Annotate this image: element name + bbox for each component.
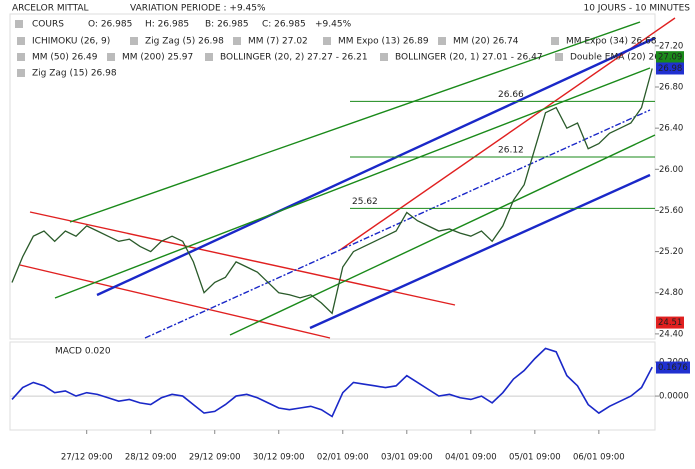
- x-tick-label: 05/01 09:00: [509, 453, 561, 463]
- y-tick-label: 25.60: [659, 206, 683, 216]
- x-tick-label: 29/12 09:00: [189, 453, 241, 463]
- x-tick-label: 03/01 09:00: [381, 453, 433, 463]
- level-label: 26.66: [498, 90, 524, 100]
- x-tick-label: 28/12 09:00: [125, 453, 177, 463]
- indicator-legend: MM Expo (13) 26.89: [338, 37, 429, 47]
- settings-icon: [551, 37, 559, 45]
- settings-icon: [380, 53, 388, 61]
- y-tick-label: 24.80: [659, 288, 683, 298]
- indicator-legend: MM (20) 26.74: [453, 37, 519, 47]
- price-tag-label: 27.09: [658, 53, 682, 63]
- indicator-legend: Zig Zag (15) 26.98: [32, 69, 117, 79]
- settings-icon: [555, 53, 563, 61]
- price-tag: [656, 51, 684, 64]
- level-label: 25.62: [352, 197, 378, 207]
- y-tick-label: 24.40: [659, 329, 683, 339]
- trend-line: [54, 67, 651, 299]
- price-tag-label: 24.51: [658, 318, 682, 328]
- period: 10 JOURS - 10 MINUTES: [583, 4, 690, 14]
- settings-icon: [15, 20, 23, 28]
- y-tick-label: 26.80: [659, 83, 683, 93]
- settings-icon: [233, 37, 241, 45]
- quote-field: COURS: [32, 20, 64, 30]
- indicator-legend: MM (50) 26.49: [32, 53, 98, 63]
- x-tick-label: 27/12 09:00: [61, 453, 113, 463]
- quote-field: B: 26.985: [205, 20, 249, 30]
- price-tag-label: 26.98: [658, 64, 682, 74]
- settings-icon: [17, 53, 25, 61]
- x-tick-label: 30/12 09:00: [253, 453, 305, 463]
- chart-title: ARCELOR MITTAL: [12, 4, 89, 14]
- settings-icon: [17, 69, 25, 77]
- macd-tag-label: 0.1676: [658, 363, 688, 373]
- macd-tag: [656, 361, 690, 374]
- subtitle: VARIATION PERIODE : +9.45%: [130, 4, 266, 14]
- trend-line: [144, 109, 651, 339]
- trend-line: [339, 17, 676, 251]
- indicator-legend: MM (7) 27.02: [248, 37, 308, 47]
- level-label: 26.12: [498, 145, 524, 155]
- y-tick-label: 25.20: [659, 247, 683, 257]
- quote-field: O: 26.985: [88, 20, 132, 30]
- indicator-legend: Zig Zag (5) 26.98: [145, 37, 224, 47]
- trend-line: [29, 211, 456, 306]
- y-tick-label: 27.20: [659, 41, 683, 51]
- trend-line: [229, 134, 656, 336]
- settings-icon: [130, 37, 138, 45]
- indicator-legend: ICHIMOKU (26, 9): [32, 37, 110, 47]
- price-tag: [656, 62, 684, 75]
- indicator-legend: MM (200) 25.97: [122, 53, 193, 63]
- settings-icon: [323, 37, 331, 45]
- trend-line: [69, 21, 641, 223]
- indicator-legend: BOLLINGER (20, 1) 27.01 - 26.47: [395, 53, 543, 63]
- trend-line: [96, 36, 656, 297]
- trend-lines: [19, 17, 676, 339]
- macd-line: [11, 347, 653, 418]
- price-tag: [656, 316, 684, 329]
- quote-field: +9.45%: [315, 20, 352, 30]
- y-tick-label: 0.0000: [659, 392, 689, 402]
- indicator-legend: MM Expo (34) 26.68: [566, 37, 657, 47]
- x-tick-label: 04/01 09:00: [445, 453, 497, 463]
- price-line: [11, 68, 653, 315]
- quote-field: C: 26.985: [262, 20, 306, 30]
- indicator-legend: BOLLINGER (20, 2) 27.27 - 26.21: [220, 53, 368, 63]
- settings-icon: [438, 37, 446, 45]
- x-tick-label: 06/01 09:00: [573, 453, 625, 463]
- quote-field: H: 26.985: [145, 20, 189, 30]
- y-tick-label: 26.40: [659, 124, 683, 134]
- trend-line: [19, 264, 331, 339]
- settings-icon: [107, 53, 115, 61]
- settings-icon: [205, 53, 213, 61]
- macd-label: MACD 0.020: [55, 347, 111, 357]
- x-tick-label: 02/01 09:00: [317, 453, 369, 463]
- trend-line: [309, 173, 651, 330]
- indicator-legend: Double EMA (20) 26.97: [570, 53, 674, 63]
- settings-icon: [17, 37, 25, 45]
- y-tick-label: 26.00: [659, 165, 683, 175]
